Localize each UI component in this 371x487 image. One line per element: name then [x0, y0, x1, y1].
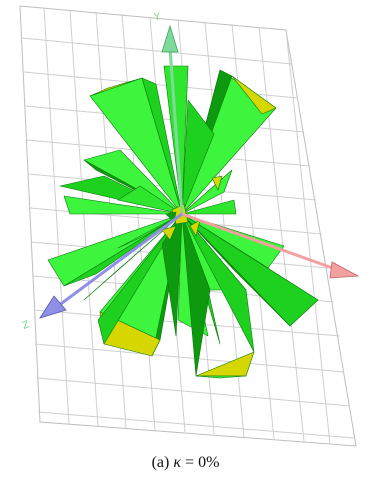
cone: [63, 213, 183, 287]
caption-value: 0%: [198, 454, 220, 471]
cone: [211, 175, 223, 191]
y-axis: [168, 47, 184, 215]
axes: [39, 24, 360, 319]
z-axis-label: Z: [21, 319, 31, 332]
cone: [97, 213, 183, 345]
x-axis-arrowhead: [329, 261, 360, 279]
cone-cluster: [47, 65, 319, 379]
cone: [195, 351, 255, 377]
caption-symbol: κ: [173, 454, 182, 471]
cone: [89, 77, 143, 97]
cone: [161, 225, 177, 241]
y-axis-label: Y: [152, 12, 161, 24]
cone: [181, 199, 237, 215]
cone: [181, 213, 255, 353]
cone: [231, 75, 277, 115]
caption-equals: =: [185, 454, 195, 471]
caption-prefix: (a): [151, 454, 170, 471]
figure-caption: (a) κ = 0%: [0, 454, 371, 472]
y-axis-arrowhead: [161, 24, 179, 53]
cone: [63, 195, 183, 215]
cone: [181, 213, 211, 377]
x-axis: [181, 212, 339, 272]
cone: [181, 213, 291, 327]
cone: [189, 219, 201, 237]
cone: [141, 77, 183, 215]
cone: [117, 185, 183, 215]
z-axis: [57, 212, 183, 308]
cone: [181, 99, 215, 215]
cone: [117, 213, 183, 249]
cone: [195, 375, 247, 379]
cone: [83, 213, 183, 301]
z-axis-arrowhead: [39, 295, 67, 319]
